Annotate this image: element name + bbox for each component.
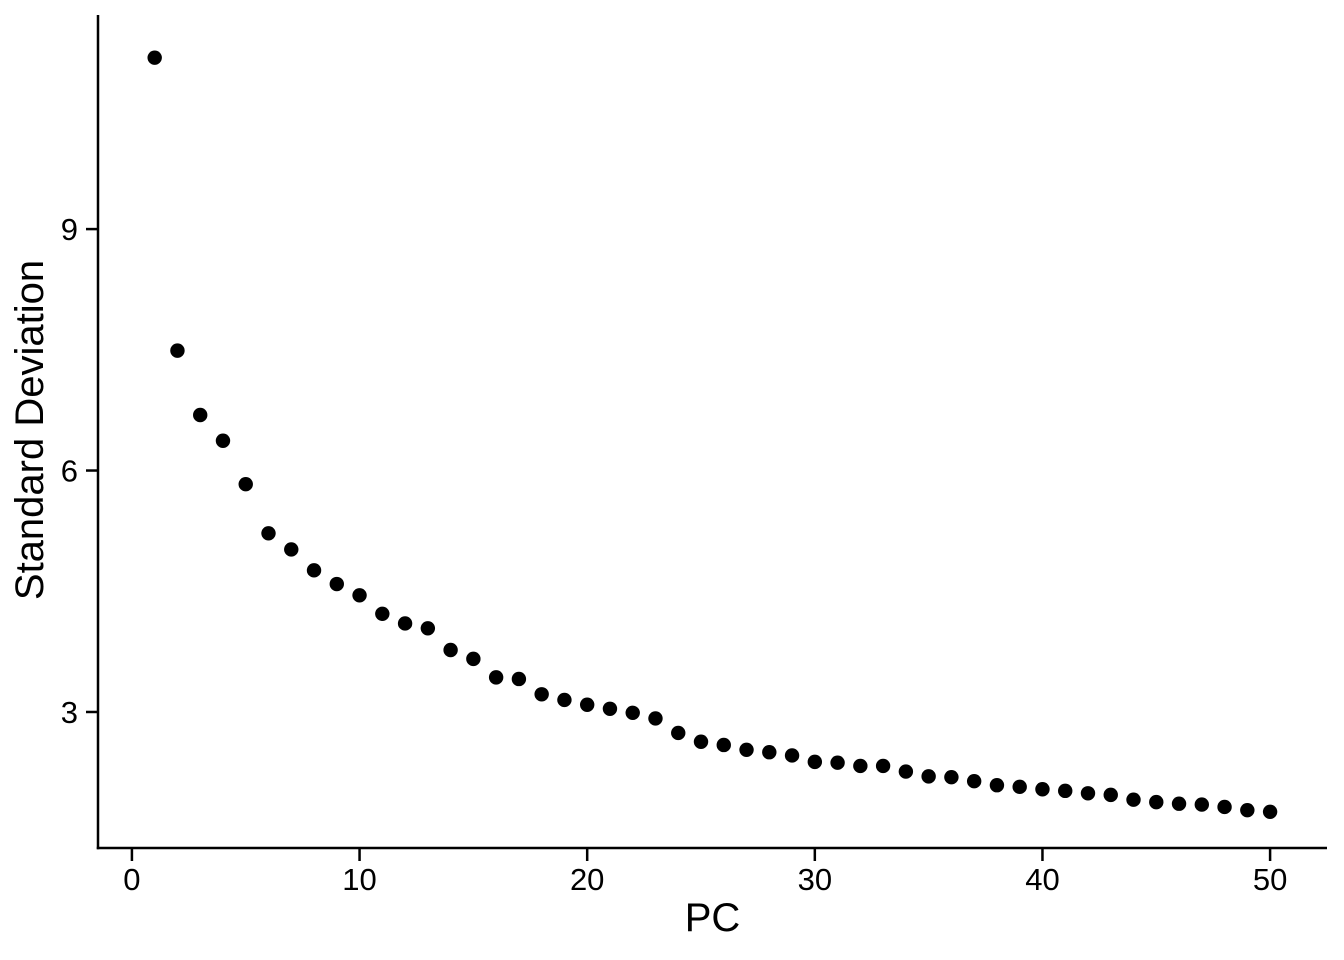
data-point — [261, 526, 276, 541]
data-point — [511, 671, 527, 687]
data-point — [830, 755, 845, 770]
data-point — [557, 692, 572, 708]
data-point — [579, 697, 595, 712]
y-tick-label: 9 — [61, 212, 78, 247]
data-point — [784, 748, 800, 763]
x-tick-label: 30 — [798, 862, 832, 897]
data-point — [329, 576, 344, 592]
data-point — [1035, 782, 1050, 797]
data-point — [1126, 792, 1141, 807]
data-point — [397, 616, 413, 631]
x-tick-label: 0 — [123, 862, 140, 897]
data-point — [488, 670, 504, 685]
data-point — [420, 621, 436, 636]
data-point — [170, 343, 185, 358]
data-point — [1240, 802, 1255, 818]
data-point — [1149, 794, 1164, 810]
y-axis-title: Standard Deviation — [8, 259, 52, 601]
data-point — [466, 651, 481, 667]
data-point — [966, 773, 982, 789]
data-point — [671, 725, 686, 741]
data-point — [716, 737, 731, 753]
data-point — [147, 50, 162, 65]
data-point — [807, 754, 823, 770]
data-point — [898, 764, 914, 779]
data-point — [921, 769, 936, 784]
data-point — [534, 687, 549, 702]
data-point — [648, 711, 663, 726]
data-point — [739, 742, 754, 758]
data-point — [693, 734, 709, 749]
data-point — [853, 758, 868, 774]
data-point — [625, 705, 640, 720]
data-point — [1058, 783, 1073, 799]
x-tick-label: 50 — [1253, 862, 1287, 897]
data-point — [1103, 787, 1118, 803]
data-point — [989, 778, 1005, 793]
data-point — [1217, 799, 1232, 815]
data-point — [875, 758, 891, 774]
data-point — [443, 642, 458, 658]
y-tick-label: 3 — [61, 695, 78, 730]
data-point — [1262, 804, 1278, 819]
x-tick-label: 10 — [342, 862, 376, 897]
data-point — [375, 606, 390, 621]
data-point — [215, 433, 231, 448]
data-point — [352, 588, 367, 603]
data-point — [1194, 797, 1210, 812]
x-axis-title: PC — [684, 896, 741, 940]
data-point — [944, 769, 959, 785]
y-tick-label: 6 — [61, 454, 78, 489]
data-point — [602, 701, 618, 716]
data-point — [306, 563, 322, 578]
data-point — [284, 542, 299, 557]
data-point — [1012, 779, 1027, 795]
data-point — [762, 745, 777, 760]
x-tick-label: 20 — [570, 862, 604, 897]
x-tick-label: 40 — [1025, 862, 1059, 897]
data-point — [193, 407, 208, 423]
data-point — [238, 477, 253, 492]
data-point — [1080, 786, 1096, 801]
data-point — [1171, 796, 1187, 811]
